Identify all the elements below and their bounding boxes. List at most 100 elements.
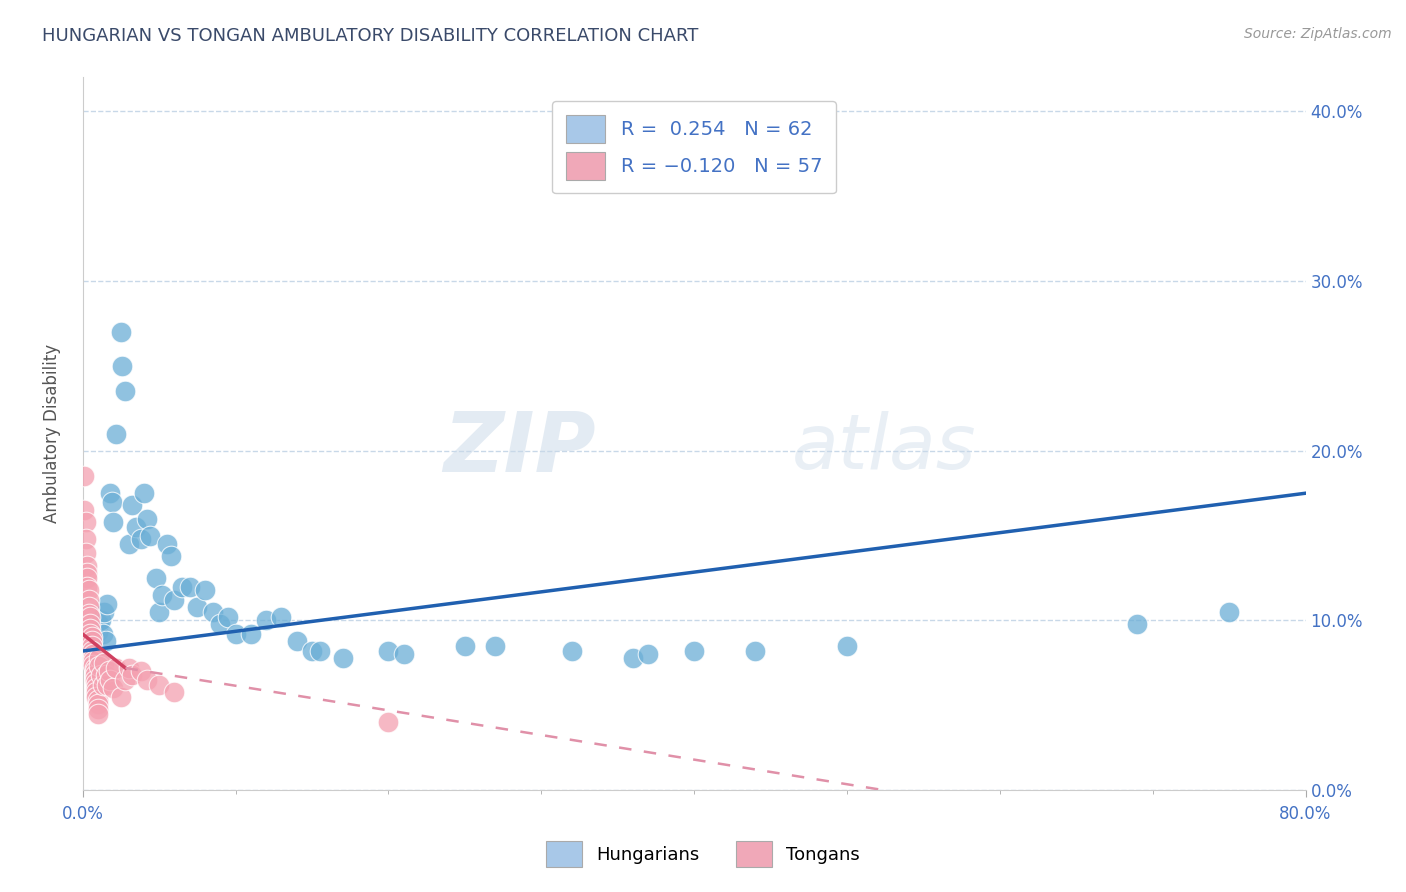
Point [129,665,152,679]
Point [76,580,98,594]
Point [332,650,354,665]
Point [114,384,136,399]
Point [75,515,97,529]
Point [80,631,103,645]
Point [377,644,399,658]
Legend: Hungarians, Tongans: Hungarians, Tongans [538,834,868,874]
Point [132,486,155,500]
Point [75,627,97,641]
Point [114,673,136,687]
Point [73,503,96,517]
Point [270,610,292,624]
Point [76,571,98,585]
Point [179,580,201,594]
Point [121,668,143,682]
Point [103,681,125,696]
Point [285,633,308,648]
Point [135,673,157,687]
Point [87,693,110,707]
Point [217,610,239,624]
Point [83,668,105,682]
Point [156,537,179,551]
Point [80,639,103,653]
Point [308,644,330,658]
Point [484,639,506,653]
Point [209,616,232,631]
Point [77,620,100,634]
Point [86,681,108,696]
Point [148,605,170,619]
Point [170,580,193,594]
Point [93,605,115,619]
Point [105,661,128,675]
Point [89,650,111,665]
Point [139,528,162,542]
Point [76,566,98,580]
Y-axis label: Ambulatory Disability: Ambulatory Disability [44,344,60,524]
Point [454,639,477,653]
Point [621,650,644,665]
Legend: R =  0.254   N = 62, R = −0.120   N = 57: R = 0.254 N = 62, R = −0.120 N = 57 [553,102,835,194]
Point [225,627,247,641]
Point [94,633,117,648]
Point [77,599,100,614]
Point [87,706,110,721]
Point [150,588,173,602]
Point [637,648,659,662]
Point [87,625,110,640]
Point [80,624,103,638]
Point [135,511,157,525]
Point [111,359,134,373]
Point [301,644,323,658]
Point [91,627,114,641]
Point [80,644,103,658]
Point [89,659,111,673]
Point [79,631,101,645]
Point [86,622,108,636]
Point [105,426,128,441]
Point [129,532,152,546]
Point [91,678,114,692]
Point [103,515,125,529]
Point [83,673,105,687]
Point [79,610,101,624]
Point [89,616,111,631]
Point [86,685,108,699]
Point [1126,616,1149,631]
Point [82,657,104,672]
Point [110,690,132,704]
Point [82,629,104,643]
Text: Source: ZipAtlas.com: Source: ZipAtlas.com [1244,27,1392,41]
Point [73,469,96,483]
Point [98,673,121,687]
Point [82,650,104,665]
Point [87,697,110,711]
Point [82,654,104,668]
Point [561,644,583,658]
Text: atlas: atlas [792,411,976,485]
Point [117,661,139,675]
Point [148,678,170,692]
Point [77,582,100,597]
Point [98,486,121,500]
Point [90,614,112,628]
Point [117,537,139,551]
Point [79,616,101,631]
Point [94,668,117,682]
Point [100,494,122,508]
Point [83,661,105,675]
Point [125,520,148,534]
Point [835,639,858,653]
Point [86,690,108,704]
Point [239,627,262,641]
Point [86,676,108,690]
Point [76,633,98,648]
Point [110,325,132,339]
Point [97,665,120,679]
Point [186,599,208,614]
Point [194,582,217,597]
Point [90,668,112,682]
Point [377,715,399,730]
Point [201,605,224,619]
Point [96,678,118,692]
